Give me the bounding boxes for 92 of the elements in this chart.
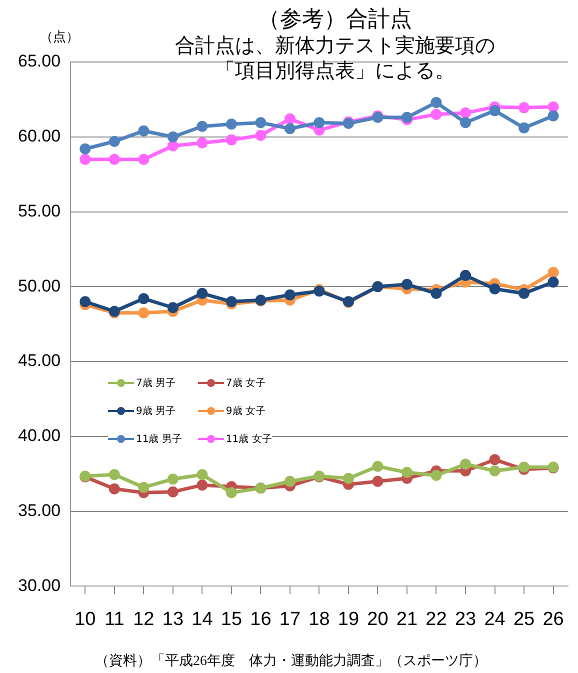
point [372,460,384,472]
x-tick-label: 10 [74,608,96,630]
point [167,131,178,142]
x-tick-label: 16 [250,608,272,630]
point [138,307,150,318]
point [342,472,354,484]
point [80,143,91,154]
point [548,101,559,112]
point [284,476,296,487]
y-tick-label: 35.00 [18,501,61,520]
point [548,276,559,288]
point [226,134,237,146]
y-tick-label: 40.00 [18,426,61,446]
legend-label: 11歳 男子 [136,432,182,446]
point [196,288,208,299]
point [108,483,120,494]
point [460,270,472,281]
point [284,289,296,300]
point [401,112,412,123]
point [489,465,500,476]
point [430,96,442,108]
point [108,154,120,165]
legend-label: 9歳 男子 [136,404,176,418]
point [226,487,237,498]
point [138,154,150,165]
x-tick-label: 22 [426,608,447,630]
point [255,117,266,128]
point [460,107,472,118]
x-tick-label: 19 [338,608,360,630]
point [489,454,500,466]
point [167,474,178,485]
legend-label: 11歳 女子 [226,432,272,446]
x-tick-label: 24 [484,608,506,630]
y-tick-label: 45.00 [18,351,61,370]
text: （資料）「平成26年度 体力・運動能力調査」（スポーツ庁） [95,652,487,670]
point [138,293,150,304]
point [430,288,442,299]
point [401,278,412,290]
legend-label: 7歳 女子 [226,376,266,390]
chart-title: （参考）合計点 [257,6,413,32]
point [196,137,208,148]
point [167,302,178,314]
point [108,469,120,480]
point [80,296,91,308]
point [80,154,91,165]
point [489,283,500,294]
point [460,117,472,128]
chart-subtitle: 合計点は、新体力テスト実施要項の「項目別得点表」による。 [174,34,496,84]
x-tick-label: 11 [104,608,124,630]
x-tick-label: 14 [192,608,214,630]
x-tick-label: 23 [454,608,476,630]
point [226,118,237,130]
x-tick-label: 26 [542,608,564,630]
point [518,102,530,114]
x-tick-label: 20 [367,608,388,630]
point [167,140,178,152]
point [518,288,530,299]
x-tick-label: 21 [396,608,418,630]
point [460,458,472,470]
point [167,486,178,498]
y-tick-label: 50.00 [18,276,61,296]
point [138,125,150,136]
point [430,108,442,120]
y-tick-label: 65.00 [18,52,61,71]
x-tick-label: 15 [220,608,242,630]
point [548,110,559,122]
point [108,136,120,147]
x-tick-label: 18 [308,608,330,630]
y-axis-title: （点） [40,28,79,46]
point [284,113,296,124]
point [196,120,208,132]
point [255,130,266,141]
point [196,469,208,480]
point [284,123,296,134]
point [401,466,412,478]
x-tick-label: 12 [133,608,154,630]
y-tick-label: 60.00 [18,126,61,146]
point [372,476,384,487]
x-tick-label: 13 [162,608,184,630]
point [518,122,530,134]
point [314,117,325,128]
point [138,482,150,493]
point [489,105,500,116]
x-tick-label: 17 [279,608,301,630]
legend-label: 9歳 女子 [226,404,266,418]
point [196,480,208,491]
legend-label: 7歳 男子 [136,376,176,390]
x-tick-label: 25 [513,608,535,630]
y-tick-label: 55.00 [18,201,61,220]
point [430,470,442,481]
point [548,266,559,278]
y-tick-label: 30.00 [18,576,61,595]
